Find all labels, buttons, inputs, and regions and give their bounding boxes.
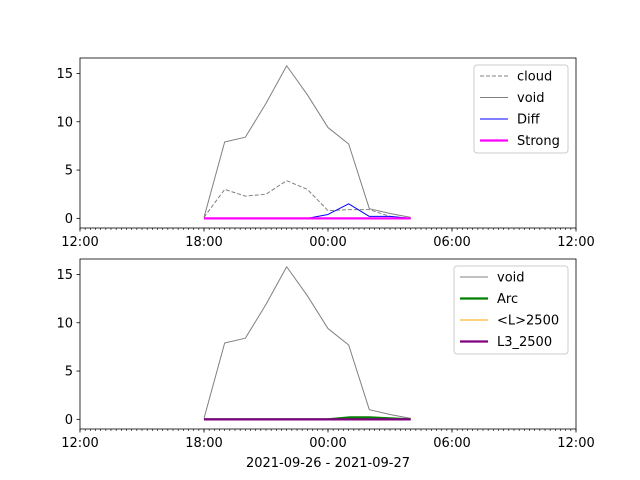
x-axis-label: 2021-09-26 - 2021-09-27 xyxy=(246,456,410,471)
series-line-void xyxy=(203,65,411,218)
x-tick-label: 12:00 xyxy=(557,235,594,250)
axes-frame xyxy=(79,258,577,430)
legend-label-l3-2500: L3_2500 xyxy=(497,335,552,350)
x-tick-label: 06:00 xyxy=(433,235,470,250)
top-chart-panel: 12:00 18:00 00:00 06:00 12:00 0 5 10 15 cloud void… xyxy=(56,57,595,250)
legend: cloud void Diff Strong xyxy=(473,64,569,154)
legend-label-cloud: cloud xyxy=(517,70,552,85)
legend: void Arc <L>2500 L3_2500 xyxy=(453,265,569,355)
series-line-cloud xyxy=(203,180,411,219)
bottom-chart-panel: 12:00 18:00 00:00 06:00 12:00 0 5 10 15 void Arc <L… xyxy=(56,258,595,451)
y-tick-label: 5 xyxy=(65,164,73,179)
legend-label-void: void xyxy=(497,271,525,286)
y-tick-label: 10 xyxy=(56,316,73,331)
x-tick-label: 12:00 xyxy=(61,235,98,250)
legend-frame xyxy=(453,265,569,355)
y-tick-label: 0 xyxy=(65,212,73,227)
x-tick-label: 00:00 xyxy=(309,235,346,250)
series-line-void xyxy=(203,266,411,419)
y-tick-label: 5 xyxy=(65,365,73,380)
legend-label-void: void xyxy=(517,91,545,106)
legend-label-diff: Diff xyxy=(517,113,541,128)
y-tick-label: 15 xyxy=(56,268,73,283)
legend-label-l-2500: <L>2500 xyxy=(497,314,559,329)
x-tick-label: 18:00 xyxy=(185,235,222,250)
x-tick-label: 12:00 xyxy=(61,436,98,451)
legend-label-strong: Strong xyxy=(517,134,560,149)
y-tick-label: 15 xyxy=(56,67,73,82)
x-tick-label: 06:00 xyxy=(433,436,470,451)
x-tick-label: 12:00 xyxy=(557,436,594,451)
axes-frame xyxy=(79,57,577,229)
x-tick-label: 18:00 xyxy=(185,436,222,451)
y-tick-label: 0 xyxy=(65,413,73,428)
legend-frame xyxy=(473,64,569,154)
x-tick-label: 00:00 xyxy=(309,436,346,451)
y-tick-label: 10 xyxy=(56,115,73,130)
legend-label-arc: Arc xyxy=(497,292,518,307)
